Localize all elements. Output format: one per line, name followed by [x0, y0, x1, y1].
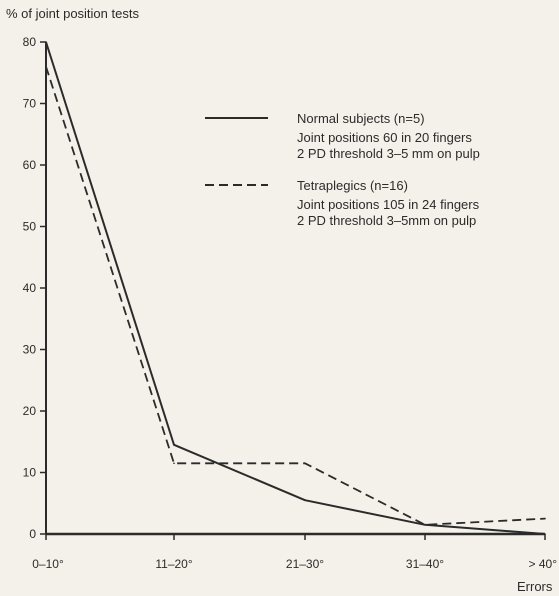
series-lines	[45, 41, 546, 535]
y-axis-label: % of joint position tests	[6, 6, 139, 21]
x-axis-ticks: 0–10° 11–20° 21–30° 31–40° > 40°	[32, 534, 557, 571]
data-point	[304, 499, 306, 502]
x-tick-label: 31–40°	[406, 557, 444, 571]
y-tick-label: 0	[29, 527, 36, 541]
y-tick-label: 80	[23, 35, 37, 49]
y-tick-label: 40	[23, 281, 37, 295]
x-tick-label: 0–10°	[32, 557, 64, 571]
data-point	[173, 462, 175, 465]
y-tick-label: 20	[23, 404, 37, 418]
y-tick-label: 10	[23, 466, 37, 480]
x-axis-label: Errors	[517, 579, 553, 594]
legend-detail: 2 PD threshold 3–5mm on pulp	[297, 213, 476, 228]
data-point	[544, 517, 546, 520]
legend-detail: Joint positions 105 in 24 fingers	[297, 197, 480, 212]
legend-detail: Joint positions 60 in 20 fingers	[297, 130, 472, 145]
x-tick-label: > 40°	[529, 557, 558, 571]
data-point	[304, 462, 306, 465]
y-tick-label: 50	[23, 220, 37, 234]
x-tick-label: 11–20°	[155, 557, 192, 571]
legend-series-name: Normal subjects (n=5)	[297, 111, 425, 126]
legend: Normal subjects (n=5) Joint positions 60 …	[205, 111, 480, 228]
data-point	[424, 524, 426, 526]
legend-series-name: Tetraplegics (n=16)	[297, 178, 408, 193]
data-point	[173, 444, 175, 446]
legend-detail: 2 PD threshold 3–5 mm on pulp	[297, 146, 480, 161]
y-tick-label: 70	[23, 97, 37, 111]
y-axis-ticks: 0 10 20 30 40 50 60 70 80	[23, 35, 46, 541]
y-tick-label: 30	[23, 343, 37, 357]
series-line-normal-subjects	[45, 41, 546, 535]
x-tick-label: 21–30°	[286, 557, 324, 571]
y-tick-label: 60	[23, 158, 37, 172]
